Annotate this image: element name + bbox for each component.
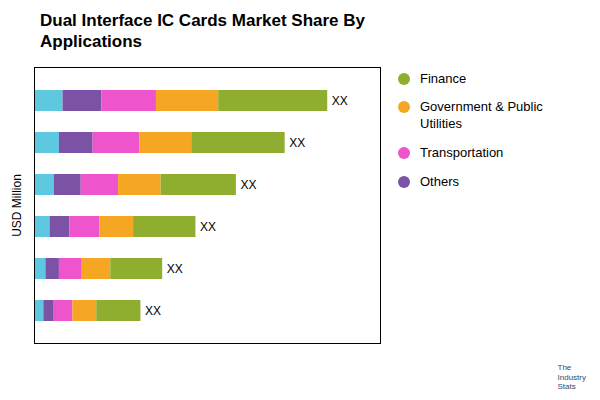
html-text:Finance: Finance: [420, 70, 467, 86]
svg-text:XX: XX: [240, 177, 256, 191]
html-text:Dual Interface IC Cards Market: Dual Interface IC Cards Market Share By …: [40, 11, 365, 52]
html-text:Transportation: Transportation: [420, 145, 504, 161]
html-text:The Industry Stats: The Industry Stats: [557, 363, 586, 392]
svg-text:XX: XX: [167, 261, 183, 275]
svg-text:XX: XX: [289, 135, 305, 149]
html-text:Government & Public Utilities: Government & Public Utilities: [420, 99, 543, 132]
svg-text:USD Million: USD Million: [10, 174, 24, 237]
svg-text:XX: XX: [200, 219, 216, 233]
html-text:Others: Others: [420, 174, 459, 190]
svg-text:XX: XX: [145, 303, 161, 317]
svg-text:XX: XX: [332, 93, 348, 107]
